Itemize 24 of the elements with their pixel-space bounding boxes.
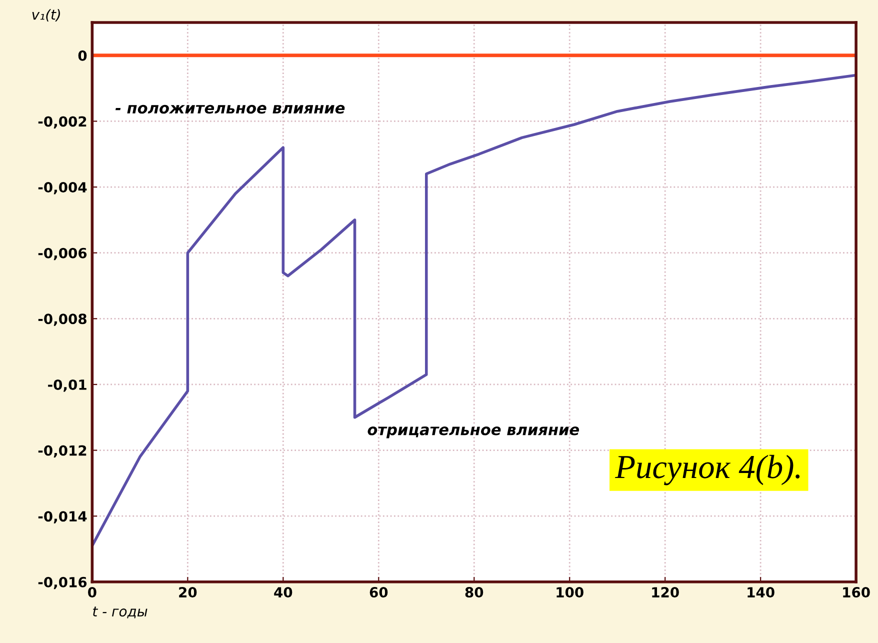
annotation: Рисунок 4(b). (614, 454, 800, 486)
y-tick-label: -0,01 (48, 379, 86, 392)
annotation: отрицательное влияние (368, 426, 580, 438)
x-tick-label: 140 (748, 587, 774, 598)
x-tick-label: 60 (370, 587, 388, 598)
x-tick-label: 160 (843, 587, 870, 598)
annotation: - положительное влияние (115, 104, 345, 114)
x-axis-title: t - годы (93, 606, 148, 618)
y-tick-label: -0,004 (38, 182, 87, 194)
x-tick-label: 0 (88, 587, 96, 598)
y-tick-label: -0,016 (38, 576, 87, 590)
y-axis-title: v₁(t) (32, 9, 60, 22)
y-tick-label: -0,014 (38, 511, 87, 524)
line-series (92, 74, 856, 548)
y-tick-label: -0,006 (38, 248, 87, 260)
x-tick-label: 40 (274, 587, 292, 598)
x-tick-label: 20 (179, 587, 197, 598)
y-tick-label: -0,012 (38, 445, 86, 458)
y-tick-label: 0 (78, 50, 87, 61)
x-tick-label: 120 (652, 587, 679, 598)
x-tick-label: 100 (556, 587, 584, 598)
y-tick-label: -0,002 (38, 116, 86, 128)
y-tick-label: -0,008 (38, 314, 86, 326)
x-tick-label: 80 (465, 587, 484, 598)
